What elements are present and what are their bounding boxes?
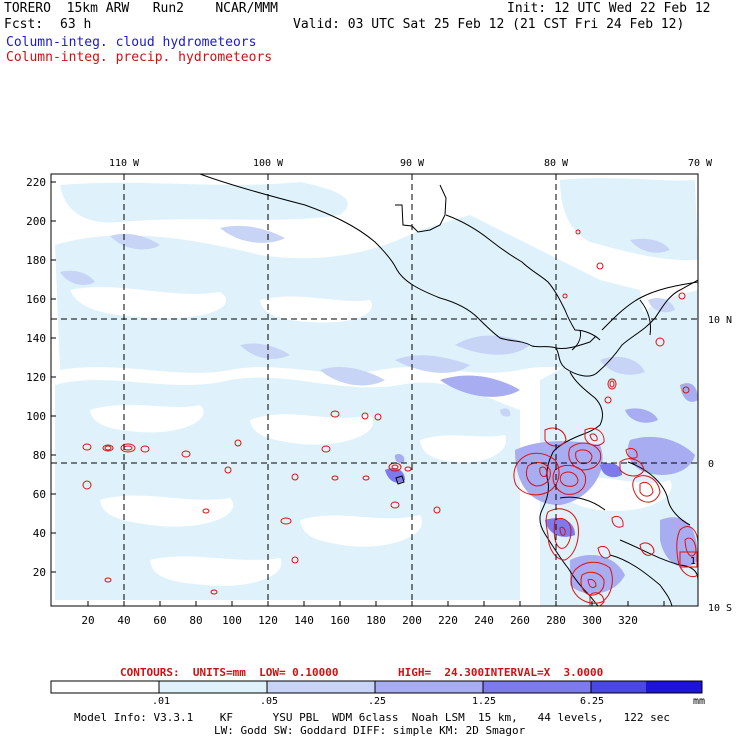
x-tick-label: 200 <box>402 614 422 627</box>
legend-swatch <box>375 681 483 693</box>
legend-unit: mm <box>693 696 706 707</box>
forecast-hour: 63 h <box>60 17 92 32</box>
y-tick-marks <box>51 181 56 573</box>
x-tick-label: 20 <box>81 614 94 627</box>
legend-swatch <box>483 681 591 693</box>
x-tick-marks <box>87 601 665 606</box>
lat-label: 10 S <box>708 603 732 614</box>
contour-high: HIGH= 24.300 <box>398 666 485 679</box>
coastlines <box>199 174 698 606</box>
graticule <box>51 174 698 606</box>
y-tick-label: 60 <box>33 488 46 501</box>
init-time: Init: 12 UTC Wed 22 Feb 12 <box>507 1 711 16</box>
y-tick-label: 100 <box>26 410 46 423</box>
y-tick-label: 140 <box>26 332 46 345</box>
x-tick-label: 140 <box>294 614 314 627</box>
x-tick-label: 180 <box>366 614 386 627</box>
x-tick-label: 240 <box>474 614 494 627</box>
y-tick-label: 160 <box>26 293 46 306</box>
model-info: Model Info: V3.3.1 KF YSU PBL WDM 6class… <box>74 711 671 724</box>
contour-units: CONTOURS: UNITS=mm LOW= 0.10000 <box>120 666 339 679</box>
lat-label: 10 N <box>708 315 732 326</box>
lon-label: 100 W <box>253 158 284 169</box>
x-tick-label: 300 <box>582 614 602 627</box>
lat-label: 0 <box>708 459 714 470</box>
y-tick-label: 180 <box>26 254 46 267</box>
cloud-field-title: Column-integ. cloud hydrometeors <box>6 35 257 50</box>
x-tick-label: 160 <box>330 614 350 627</box>
y-tick-label: 80 <box>33 449 46 462</box>
legend-swatch <box>267 681 375 693</box>
x-tick-label: 60 <box>153 614 166 627</box>
x-tick-label: 100 <box>222 614 242 627</box>
legend-swatch <box>646 681 702 693</box>
region-marker-label: 1 <box>690 556 696 567</box>
lon-label: 110 W <box>109 158 140 169</box>
latitude-labels: 10 N 0 10 S <box>708 315 732 614</box>
legend-value: 1.25 <box>472 696 497 707</box>
x-tick-label: 220 <box>438 614 458 627</box>
lon-label: 70 W <box>688 158 713 169</box>
y-tick-label: 200 <box>26 215 46 228</box>
legend-swatch <box>159 681 267 693</box>
legend-value: .05 <box>260 696 279 707</box>
legend-value: .25 <box>368 696 387 707</box>
plot-frame <box>50 173 699 607</box>
cloud-shading <box>55 178 698 606</box>
x-tick-label: 320 <box>618 614 638 627</box>
y-tick-label: 20 <box>33 566 46 579</box>
y-tick-label: 40 <box>33 527 46 540</box>
x-tick-label: 280 <box>546 614 566 627</box>
legend-value: 6.25 <box>580 696 605 707</box>
y-tick-label: 220 <box>26 176 46 189</box>
precip-field-title: Column-integ. precip. hydrometeors <box>6 50 273 65</box>
region-marker-box <box>679 551 698 568</box>
color-legend <box>50 680 703 694</box>
lon-label: 90 W <box>400 158 425 169</box>
x-tick-label: 120 <box>258 614 278 627</box>
x-tick-label: 260 <box>510 614 530 627</box>
x-tick-labels: 20 40 60 80 100 120 140 160 180 200 220 … <box>81 614 638 627</box>
legend-value: .01 <box>152 696 171 707</box>
physics-info: LW: Godd SW: Goddard DIFF: simple KM: 2D… <box>214 724 526 737</box>
lon-label: 80 W <box>544 158 569 169</box>
precip-contours <box>82 229 698 606</box>
y-tick-labels: 220 200 180 160 140 120 100 80 60 40 20 <box>26 176 46 579</box>
x-tick-label: 80 <box>189 614 202 627</box>
valid-time: Valid: 03 UTC Sat 25 Feb 12 (21 CST Fri … <box>293 17 685 32</box>
y-tick-label: 120 <box>26 371 46 384</box>
longitude-labels: 110 W 100 W 90 W 80 W 70 W <box>109 158 713 169</box>
x-tick-label: 40 <box>117 614 130 627</box>
contour-interval: INTERVAL=X 3.0000 <box>484 666 604 679</box>
legend-swatch <box>591 681 646 693</box>
model-title: TORERO 15km ARW Run2 NCAR/MMM <box>4 1 278 16</box>
forecast-label: Fcst: <box>4 17 44 32</box>
